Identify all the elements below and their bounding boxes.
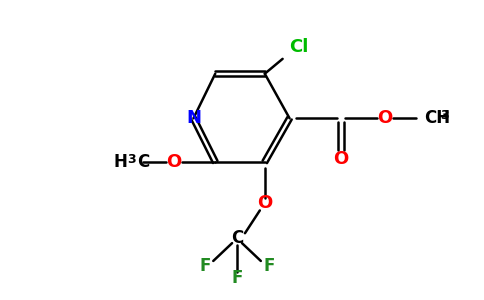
Text: F: F <box>263 257 274 275</box>
Text: N: N <box>186 109 201 127</box>
Text: C: C <box>137 153 149 171</box>
Text: 3: 3 <box>127 153 136 166</box>
Text: Cl: Cl <box>289 38 308 56</box>
Text: O: O <box>257 194 272 212</box>
Text: O: O <box>166 153 182 171</box>
Text: CH: CH <box>424 109 451 127</box>
Text: 3: 3 <box>440 109 449 122</box>
Text: O: O <box>333 150 348 168</box>
Text: H: H <box>113 153 127 171</box>
Text: F: F <box>200 257 211 275</box>
Text: O: O <box>377 109 393 127</box>
Text: C: C <box>231 229 243 247</box>
Text: F: F <box>231 269 243 287</box>
